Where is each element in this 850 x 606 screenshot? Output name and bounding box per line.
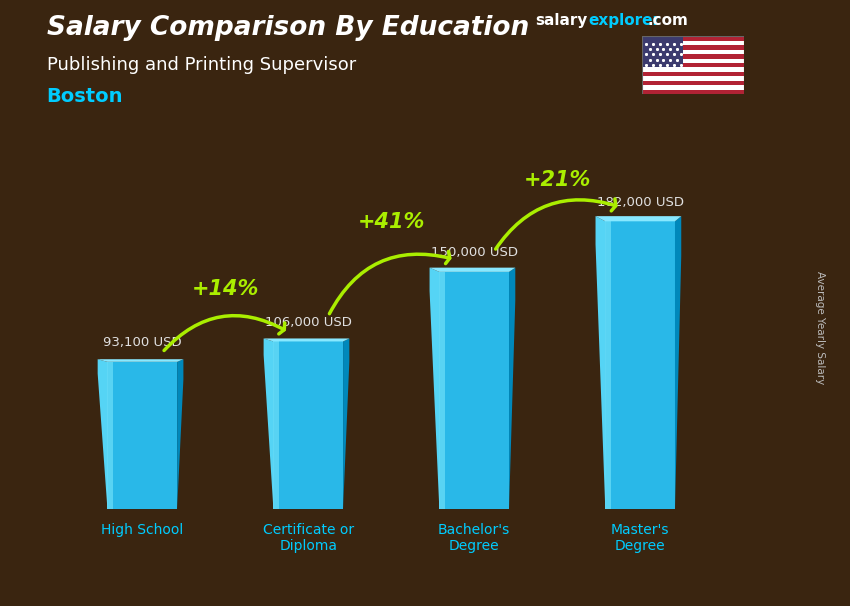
Polygon shape: [429, 268, 439, 509]
Text: Average Yearly Salary: Average Yearly Salary: [815, 271, 825, 384]
Polygon shape: [98, 359, 107, 509]
Polygon shape: [343, 339, 349, 509]
Polygon shape: [439, 272, 509, 509]
Bar: [642, 81, 744, 85]
Polygon shape: [439, 272, 445, 509]
Bar: [642, 59, 744, 63]
Polygon shape: [605, 221, 610, 509]
Polygon shape: [264, 339, 274, 509]
Bar: [642, 54, 744, 59]
Text: Salary Comparison By Education: Salary Comparison By Education: [47, 15, 529, 41]
Text: 182,000 USD: 182,000 USD: [597, 196, 683, 208]
Bar: [642, 36, 683, 67]
Polygon shape: [274, 341, 343, 509]
Polygon shape: [429, 268, 515, 272]
Text: 150,000 USD: 150,000 USD: [431, 246, 518, 259]
Text: +41%: +41%: [358, 212, 425, 232]
Polygon shape: [107, 362, 113, 509]
Bar: [642, 45, 744, 50]
Bar: [642, 50, 744, 54]
Polygon shape: [274, 341, 279, 509]
Bar: [642, 41, 744, 45]
Text: salary: salary: [536, 13, 588, 28]
Bar: [642, 36, 744, 41]
Polygon shape: [675, 216, 681, 509]
Polygon shape: [98, 359, 184, 362]
Text: Boston: Boston: [47, 87, 123, 106]
Polygon shape: [605, 221, 675, 509]
Text: 93,100 USD: 93,100 USD: [103, 336, 182, 349]
Text: explorer: explorer: [588, 13, 660, 28]
Text: .com: .com: [648, 13, 689, 28]
Text: 106,000 USD: 106,000 USD: [265, 316, 352, 329]
Bar: [642, 85, 744, 90]
Text: +21%: +21%: [524, 170, 591, 190]
Text: +14%: +14%: [191, 279, 259, 299]
Bar: [642, 90, 744, 94]
Bar: [642, 76, 744, 81]
Polygon shape: [177, 359, 184, 509]
Bar: [642, 67, 744, 72]
Polygon shape: [107, 362, 177, 509]
Polygon shape: [596, 216, 681, 221]
Polygon shape: [264, 339, 349, 341]
Bar: [642, 72, 744, 76]
Text: Publishing and Printing Supervisor: Publishing and Printing Supervisor: [47, 56, 356, 74]
Bar: [642, 63, 744, 67]
Polygon shape: [509, 268, 515, 509]
Polygon shape: [596, 216, 605, 509]
